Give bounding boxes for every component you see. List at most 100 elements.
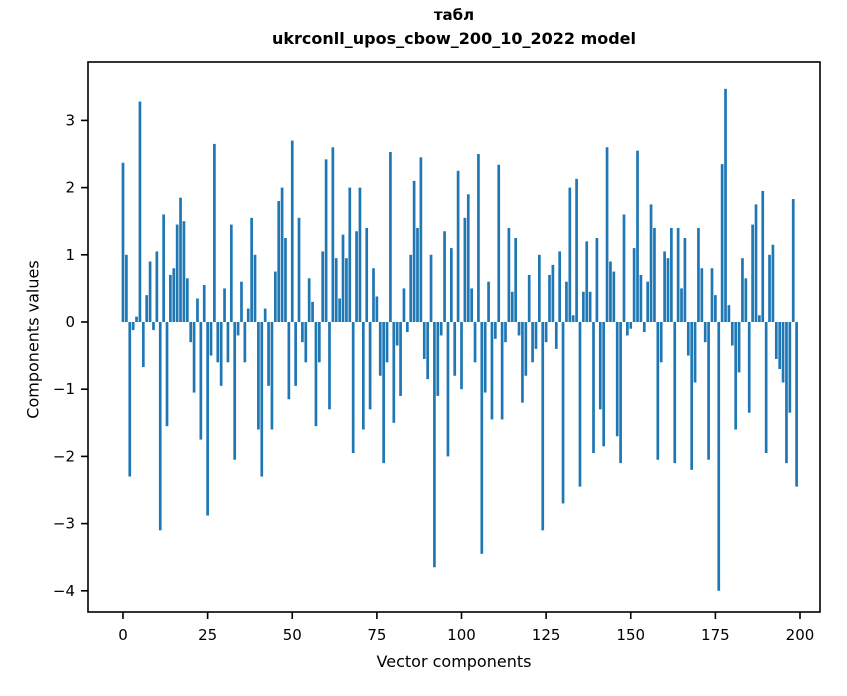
bar <box>196 298 199 322</box>
bar <box>141 322 145 368</box>
bar <box>676 227 680 322</box>
bar <box>328 322 331 410</box>
bar <box>626 322 629 336</box>
bar <box>781 322 785 383</box>
bar <box>534 322 538 349</box>
bar <box>683 238 687 322</box>
bar <box>758 315 761 322</box>
x-axis-label: Vector components <box>376 652 532 671</box>
bar <box>466 194 470 322</box>
bar <box>487 281 490 322</box>
bar <box>182 221 186 322</box>
bar <box>771 244 775 322</box>
bar <box>510 291 514 322</box>
bar <box>260 322 264 477</box>
bar <box>720 164 724 322</box>
bar <box>700 268 704 322</box>
bar <box>311 301 314 322</box>
bar <box>622 214 626 322</box>
bar <box>663 251 666 322</box>
bar <box>165 322 169 427</box>
bar <box>405 322 409 333</box>
bar <box>659 322 663 363</box>
bar <box>642 322 646 333</box>
bar <box>646 281 650 322</box>
bar <box>219 322 223 386</box>
bar <box>649 204 653 322</box>
bar <box>565 281 568 322</box>
bar <box>544 322 548 343</box>
bar <box>226 322 230 363</box>
bar <box>324 159 328 322</box>
bar <box>470 288 473 322</box>
axes-frame <box>87 61 821 613</box>
bar <box>341 234 345 322</box>
bar <box>229 224 233 322</box>
bar <box>446 322 450 457</box>
bar <box>490 322 494 420</box>
bar <box>409 254 413 322</box>
bar <box>714 295 717 322</box>
bar <box>673 322 677 464</box>
bar <box>169 274 172 322</box>
x-tick-label: 75 <box>367 626 386 644</box>
x-tick-label: 25 <box>198 626 217 644</box>
bar <box>571 315 575 322</box>
y-tick-label: −3 <box>53 515 75 533</box>
bar <box>686 322 690 356</box>
bar <box>155 251 159 322</box>
bar <box>680 288 683 322</box>
y-tick-label: −1 <box>53 380 75 398</box>
bar <box>449 248 453 322</box>
bar <box>629 322 633 329</box>
bar <box>551 264 555 322</box>
x-tick-label: 0 <box>118 626 128 644</box>
bar <box>185 278 189 322</box>
x-tick-label: 100 <box>447 626 476 644</box>
bar <box>578 322 582 487</box>
bar <box>392 322 396 423</box>
bar <box>233 322 237 460</box>
bar <box>741 258 744 322</box>
bar <box>666 258 670 322</box>
bar <box>209 322 213 356</box>
bar <box>148 261 152 322</box>
bar <box>707 322 710 460</box>
bar <box>524 322 528 376</box>
bar <box>358 187 362 322</box>
bar <box>152 322 155 331</box>
bar <box>243 322 247 363</box>
bar <box>463 217 467 322</box>
bar <box>304 322 308 363</box>
bar <box>426 322 429 380</box>
bar <box>287 322 291 400</box>
bar <box>538 254 541 322</box>
bar <box>477 154 480 322</box>
bar <box>548 274 551 322</box>
bar <box>128 322 132 477</box>
bar <box>507 227 511 322</box>
bar <box>632 248 636 322</box>
bar <box>273 271 277 322</box>
bar <box>121 162 125 322</box>
bar <box>301 322 304 343</box>
x-tick-label: 50 <box>283 626 302 644</box>
bar <box>375 296 379 322</box>
bar <box>284 238 287 322</box>
bar <box>385 322 389 363</box>
bar <box>778 322 782 370</box>
bar <box>297 217 301 322</box>
bar <box>317 322 321 363</box>
bar <box>213 143 216 322</box>
bar <box>399 322 402 396</box>
bar <box>345 258 348 322</box>
bar <box>717 322 721 591</box>
bar <box>480 322 484 554</box>
bar <box>724 88 727 322</box>
bar <box>436 322 440 396</box>
bar <box>602 322 606 447</box>
bar <box>236 322 240 336</box>
y-axis-label: Components values <box>23 260 43 419</box>
bar <box>131 322 135 331</box>
